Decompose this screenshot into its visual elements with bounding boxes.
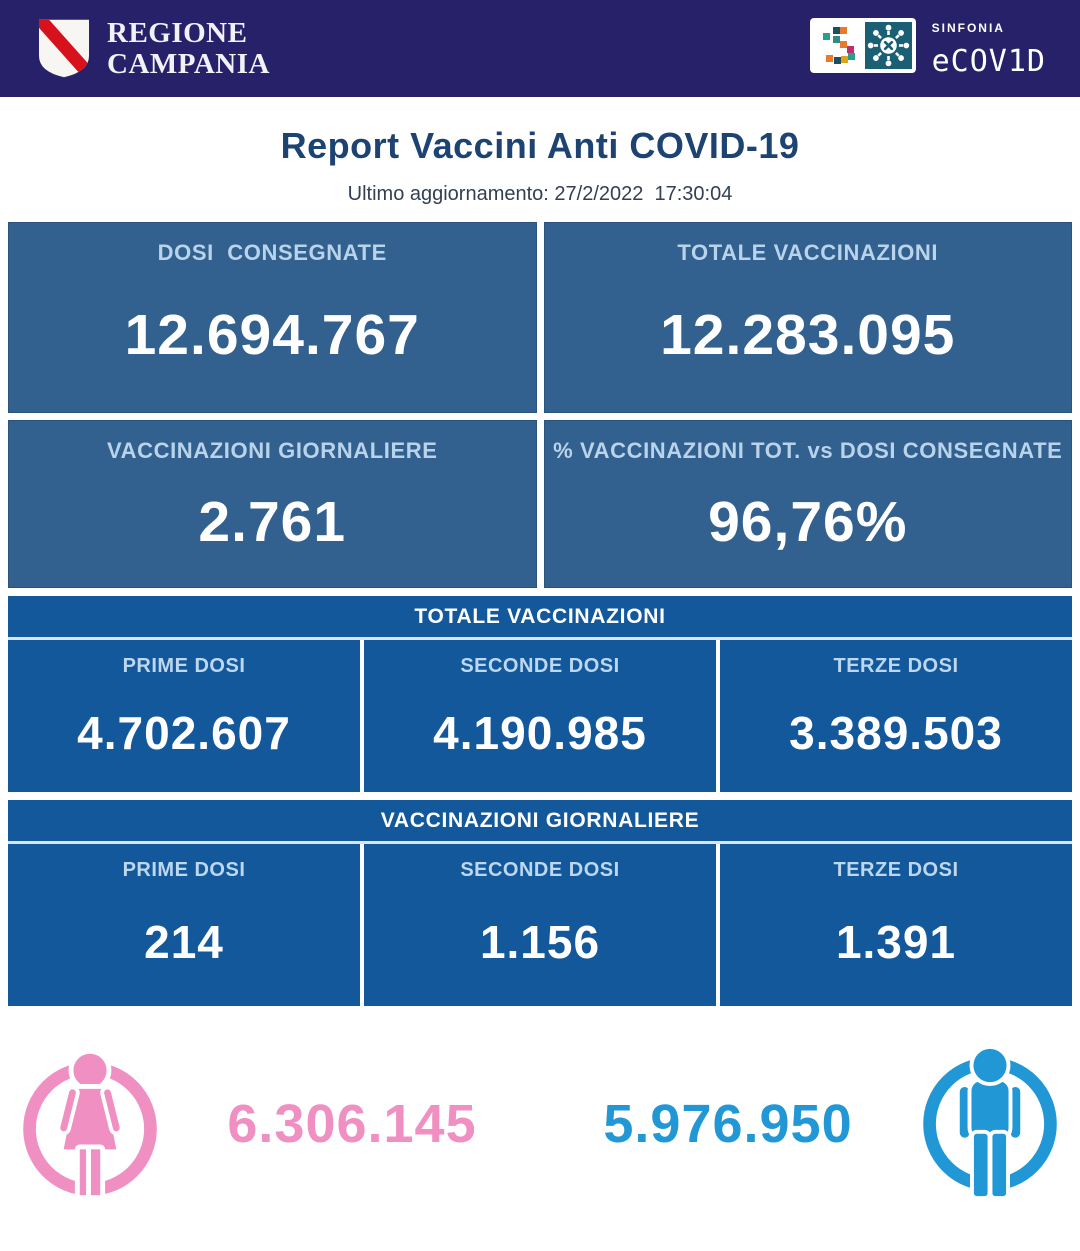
section-totale-vaccinazioni: TOTALE VACCINAZIONI PRIME DOSI 4.702.607… [8,596,1072,792]
card-percent-vaccinazioni: % VACCINAZIONI TOT. vs DOSI CONSEGNATE 9… [543,420,1072,588]
col-value: 3.389.503 [789,707,1003,759]
col-prime-dosi: PRIME DOSI 4.702.607 [8,640,360,792]
section-columns: PRIME DOSI 214 SECONDE DOSI 1.156 TERZE … [8,844,1072,1006]
male-total: 5.976.950 [603,1094,853,1154]
female-figure-icon [23,1048,157,1201]
sinfonia-s-icon [813,22,861,69]
ecovid-virus-icon [864,22,912,69]
col-seconde-dosi: SECONDE DOSI 1.156 [364,844,716,1006]
brand-line1: REGIONE [107,17,248,50]
card-dosi-consegnate: DOSI CONSEGNATE 12.694.767 [8,222,537,413]
col-value: 214 [144,916,224,968]
card-label: DOSI CONSEGNATE [157,240,387,265]
col-value: 4.190.985 [433,707,647,759]
card-value: 2.761 [198,489,347,554]
brand-line2: CAMPANIA [107,47,270,80]
section-columns: PRIME DOSI 4.702.607 SECONDE DOSI 4.190.… [8,640,1072,792]
last-update-text: Ultimo aggiornamento: 27/2/2022 17:30:04 [347,183,733,205]
platform-text: SINFONIA eCOV1D [932,18,1046,79]
female-total: 6.306.145 [227,1094,477,1154]
card-value: 96,76% [708,489,908,554]
section-title: TOTALE VACCINAZIONI [8,596,1072,640]
col-value: 4.702.607 [77,707,291,759]
col-terze-dosi: TERZE DOSI 1.391 [720,844,1072,1006]
card-totale-vaccinazioni: TOTALE VACCINAZIONI 12.283.095 [543,222,1072,413]
regione-campania-logo: REGIONE CAMPANIA [36,17,270,80]
header-logos: SINFONIA eCOV1D [809,18,1046,79]
gender-totals: 6.306.145 5.976.950 [0,1006,1080,1242]
male-figure-icon [923,1046,1057,1201]
col-label: PRIME DOSI [122,859,246,881]
col-label: PRIME DOSI [122,655,246,677]
section-vaccinazioni-giornaliere: VACCINAZIONI GIORNALIERE PRIME DOSI 214 … [8,800,1072,1006]
sinfonia-logo-card [809,18,916,73]
card-label: TOTALE VACCINAZIONI [677,240,939,265]
card-value: 12.283.095 [660,303,956,367]
col-label: SECONDE DOSI [460,859,620,881]
col-label: TERZE DOSI [833,859,959,881]
card-label: VACCINAZIONI GIORNALIERE [106,438,438,463]
sinfonia-label: SINFONIA [931,21,1005,35]
campania-shield-icon [38,19,90,78]
card-value: 12.694.767 [124,303,420,367]
brand-text: REGIONE CAMPANIA [107,18,270,79]
header-bar: REGIONE CAMPANIA [0,0,1080,97]
card-vaccinazioni-giornaliere: VACCINAZIONI GIORNALIERE 2.761 [8,420,537,588]
col-label: SECONDE DOSI [460,655,620,677]
col-prime-dosi: PRIME DOSI 214 [8,844,360,1006]
col-terze-dosi: TERZE DOSI 3.389.503 [720,640,1072,792]
col-value: 1.156 [479,916,601,968]
ecovid-label: eCOV1D [931,44,1046,79]
col-seconde-dosi: SECONDE DOSI 4.190.985 [364,640,716,792]
card-label: % VACCINAZIONI TOT. vs DOSI CONSEGNATE [553,438,1063,463]
col-label: TERZE DOSI [833,655,959,677]
col-value: 1.391 [835,916,957,968]
section-title: VACCINAZIONI GIORNALIERE [8,800,1072,844]
page-title: Report Vaccini Anti COVID-19 [280,125,800,166]
kpi-cards: DOSI CONSEGNATE 12.694.767 TOTALE VACCIN… [8,222,1072,588]
